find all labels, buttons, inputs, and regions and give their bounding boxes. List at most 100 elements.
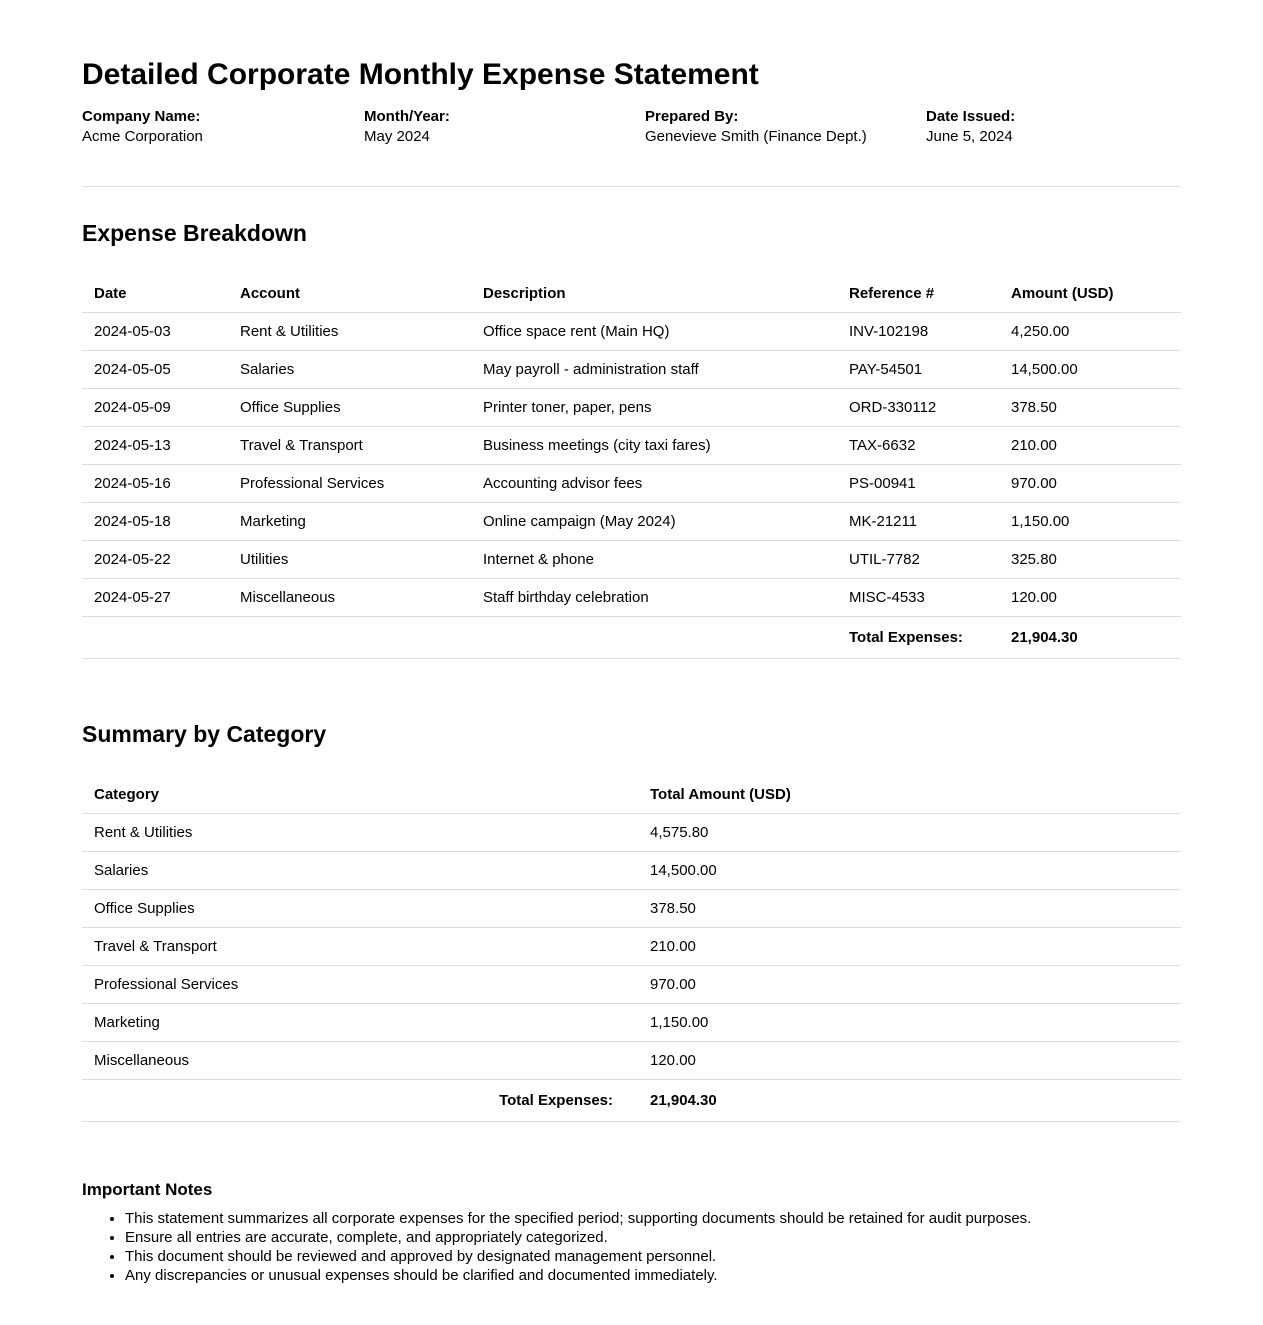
cell-description: Internet & phone: [471, 540, 837, 579]
expense-breakdown-section: Expense Breakdown Date Account Descripti…: [82, 220, 1181, 659]
expense-breakdown-heading: Expense Breakdown: [82, 220, 307, 246]
table-row: Salaries 14,500.00: [82, 851, 1181, 890]
cell-amount: 325.80: [999, 540, 1181, 579]
expense-total-row: Total Expenses: 21,904.30: [82, 616, 1181, 659]
note-item: This statement summarizes all corporate …: [125, 1209, 1181, 1228]
table-row: 2024-05-13 Travel & Transport Business m…: [82, 426, 1181, 465]
meta-month-year-label: Month/Year:: [364, 108, 450, 125]
cell-account: Office Supplies: [228, 388, 471, 427]
cell-date: 2024-05-27: [82, 578, 228, 617]
cell-reference: PS-00941: [837, 464, 999, 503]
cell-date: 2024-05-22: [82, 540, 228, 579]
summary-total-value: 21,904.30: [638, 1079, 1181, 1122]
meta-company-value: Acme Corporation: [82, 128, 203, 145]
cell-date: 2024-05-03: [82, 312, 228, 351]
table-row: Marketing 1,150.00: [82, 1003, 1181, 1042]
column-header-category: Category: [82, 776, 638, 814]
cell-total-amount: 4,575.80: [638, 813, 1181, 852]
cell-reference: MK-21211: [837, 502, 999, 541]
cell-amount: 14,500.00: [999, 350, 1181, 389]
meta-month-year: Month/Year: May 2024: [364, 108, 645, 145]
cell-account: Marketing: [228, 502, 471, 541]
summary-table: Category Total Amount (USD) Rent & Utili…: [82, 776, 1181, 1122]
cell-date: 2024-05-16: [82, 464, 228, 503]
meta-prepared-by-label: Prepared By:: [645, 108, 739, 125]
meta-date-issued: Date Issued: June 5, 2024: [926, 108, 1181, 145]
cell-description: Accounting advisor fees: [471, 464, 837, 503]
cell-date: 2024-05-09: [82, 388, 228, 427]
cell-description: May payroll - administration staff: [471, 350, 837, 389]
cell-category: Salaries: [82, 851, 638, 890]
cell-description: Online campaign (May 2024): [471, 502, 837, 541]
meta-month-year-value: May 2024: [364, 128, 430, 145]
table-row: Professional Services 970.00: [82, 965, 1181, 1004]
table-row: 2024-05-16 Professional Services Account…: [82, 464, 1181, 503]
summary-by-category-section: Summary by Category Category Total Amoun…: [82, 721, 1181, 1122]
cell-category: Travel & Transport: [82, 927, 638, 966]
table-row: 2024-05-18 Marketing Online campaign (Ma…: [82, 502, 1181, 541]
expense-total-label: Total Expenses:: [837, 616, 999, 659]
cell-reference: ORD-330112: [837, 388, 999, 427]
cell-reference: TAX-6632: [837, 426, 999, 465]
cell-account: Salaries: [228, 350, 471, 389]
cell-date: 2024-05-05: [82, 350, 228, 389]
cell-date: 2024-05-18: [82, 502, 228, 541]
cell-description: Business meetings (city taxi fares): [471, 426, 837, 465]
expense-total-value: 21,904.30: [999, 616, 1181, 659]
notes-list: This statement summarizes all corporate …: [82, 1209, 1181, 1285]
note-item: Ensure all entries are accurate, complet…: [125, 1228, 1181, 1247]
expense-table-header-row: Date Account Description Reference # Amo…: [82, 275, 1181, 313]
table-row: 2024-05-27 Miscellaneous Staff birthday …: [82, 578, 1181, 617]
meta-date-issued-label: Date Issued:: [926, 108, 1016, 125]
cell-category: Miscellaneous: [82, 1041, 638, 1080]
important-notes-heading: Important Notes: [82, 1180, 213, 1199]
table-row: Miscellaneous 120.00: [82, 1041, 1181, 1080]
table-row: Office Supplies 378.50: [82, 889, 1181, 928]
column-header-total-amount: Total Amount (USD): [638, 776, 1181, 814]
cell-total-amount: 120.00: [638, 1041, 1181, 1080]
cell-reference: PAY-54501: [837, 350, 999, 389]
table-row: Rent & Utilities 4,575.80: [82, 813, 1181, 852]
column-header-account: Account: [228, 275, 471, 313]
meta-date-issued-value: June 5, 2024: [926, 128, 1013, 145]
summary-total-label: Total Expenses:: [82, 1079, 638, 1122]
summary-table-header-row: Category Total Amount (USD): [82, 776, 1181, 814]
cell-amount: 970.00: [999, 464, 1181, 503]
cell-reference: UTIL-7782: [837, 540, 999, 579]
cell-amount: 210.00: [999, 426, 1181, 465]
column-header-date: Date: [82, 275, 228, 313]
table-row: 2024-05-22 Utilities Internet & phone UT…: [82, 540, 1181, 579]
page-title: Detailed Corporate Monthly Expense State…: [82, 58, 759, 91]
cell-account: Travel & Transport: [228, 426, 471, 465]
table-row: Travel & Transport 210.00: [82, 927, 1181, 966]
cell-amount: 120.00: [999, 578, 1181, 617]
meta-company: Company Name: Acme Corporation: [82, 108, 364, 145]
cell-amount: 1,150.00: [999, 502, 1181, 541]
cell-account: Utilities: [228, 540, 471, 579]
table-row: 2024-05-09 Office Supplies Printer toner…: [82, 388, 1181, 427]
cell-amount: 378.50: [999, 388, 1181, 427]
cell-amount: 4,250.00: [999, 312, 1181, 351]
cell-reference: INV-102198: [837, 312, 999, 351]
column-header-amount: Amount (USD): [999, 275, 1181, 313]
cell-total-amount: 14,500.00: [638, 851, 1181, 890]
cell-total-amount: 378.50: [638, 889, 1181, 928]
column-header-description: Description: [471, 275, 837, 313]
cell-total-amount: 970.00: [638, 965, 1181, 1004]
document-meta: Company Name: Acme Corporation Month/Yea…: [82, 108, 1181, 145]
empty-cell: [228, 616, 471, 659]
note-item: Any discrepancies or unusual expenses sh…: [125, 1266, 1181, 1285]
cell-total-amount: 1,150.00: [638, 1003, 1181, 1042]
meta-prepared-by: Prepared By: Genevieve Smith (Finance De…: [645, 108, 926, 145]
cell-category: Marketing: [82, 1003, 638, 1042]
table-row: 2024-05-05 Salaries May payroll - admini…: [82, 350, 1181, 389]
table-row: 2024-05-03 Rent & Utilities Office space…: [82, 312, 1181, 351]
cell-date: 2024-05-13: [82, 426, 228, 465]
important-notes-section: Important Notes This statement summarize…: [82, 1180, 1181, 1285]
cell-category: Office Supplies: [82, 889, 638, 928]
cell-account: Rent & Utilities: [228, 312, 471, 351]
empty-cell: [471, 616, 837, 659]
header-divider: [82, 186, 1181, 187]
cell-category: Professional Services: [82, 965, 638, 1004]
